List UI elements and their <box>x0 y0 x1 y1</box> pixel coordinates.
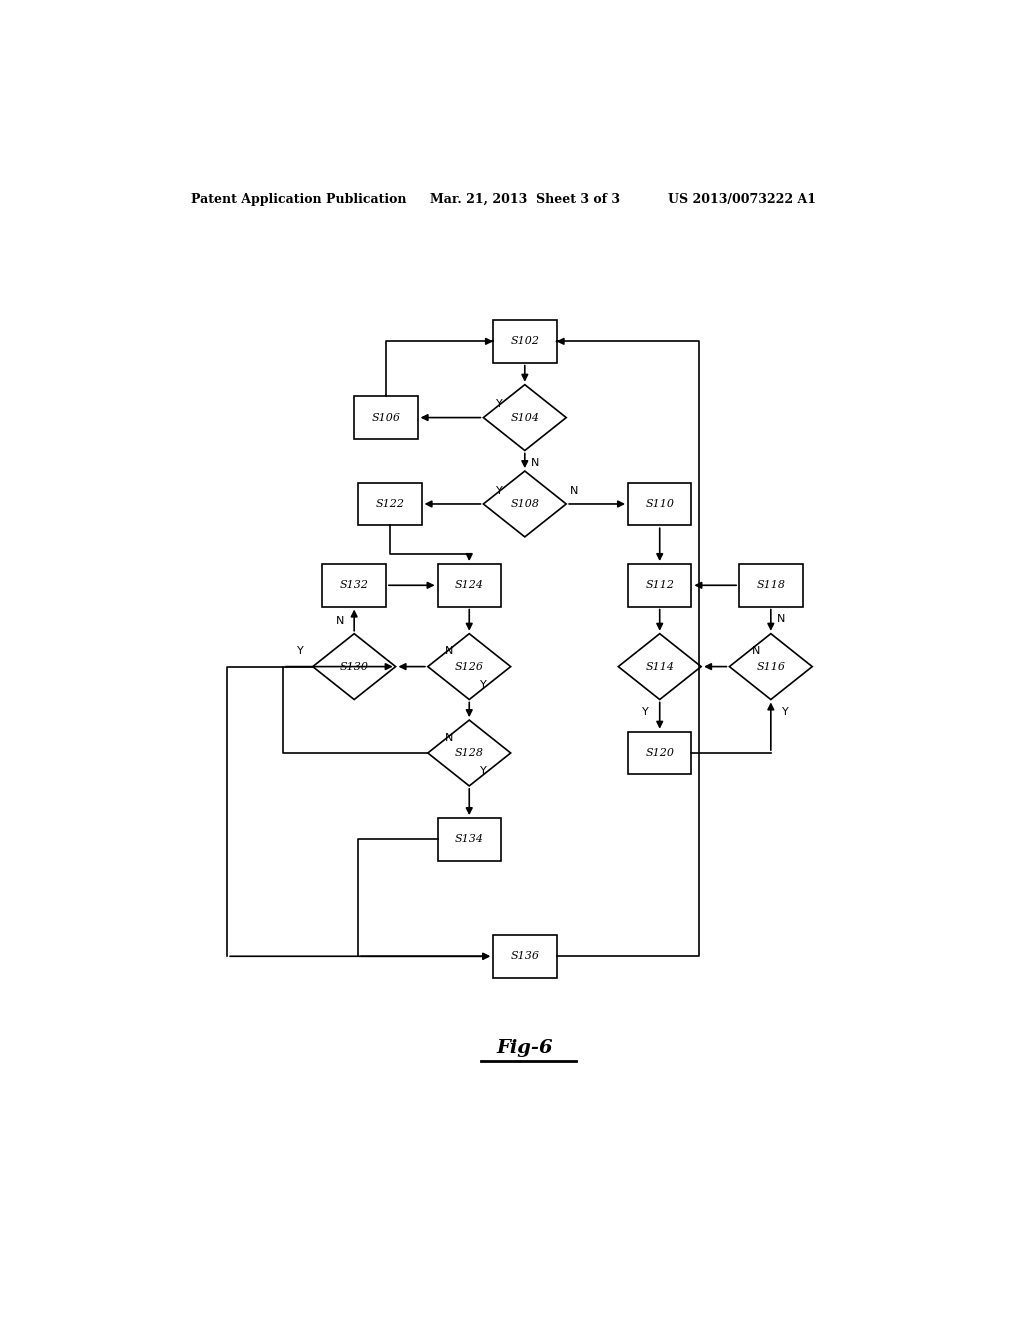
Text: Patent Application Publication: Patent Application Publication <box>191 193 407 206</box>
Text: S132: S132 <box>340 581 369 590</box>
Text: S112: S112 <box>645 581 674 590</box>
Text: S122: S122 <box>376 499 404 510</box>
FancyBboxPatch shape <box>358 483 422 525</box>
Text: S102: S102 <box>510 337 540 346</box>
Text: S106: S106 <box>372 413 400 422</box>
Text: S104: S104 <box>510 413 540 422</box>
Text: S110: S110 <box>645 499 674 510</box>
Polygon shape <box>729 634 812 700</box>
FancyBboxPatch shape <box>628 483 691 525</box>
Polygon shape <box>428 721 511 785</box>
Text: S128: S128 <box>455 748 483 758</box>
FancyBboxPatch shape <box>628 564 691 607</box>
Text: S108: S108 <box>510 499 540 510</box>
Text: Mar. 21, 2013  Sheet 3 of 3: Mar. 21, 2013 Sheet 3 of 3 <box>430 193 620 206</box>
Text: N: N <box>336 616 344 627</box>
FancyBboxPatch shape <box>739 564 803 607</box>
Text: US 2013/0073222 A1: US 2013/0073222 A1 <box>668 193 816 206</box>
FancyBboxPatch shape <box>628 731 691 775</box>
Text: S136: S136 <box>510 952 540 961</box>
Text: N: N <box>570 486 579 496</box>
FancyBboxPatch shape <box>437 564 501 607</box>
Polygon shape <box>483 471 566 537</box>
Text: S120: S120 <box>645 748 674 758</box>
Text: Y: Y <box>496 486 503 496</box>
Text: S124: S124 <box>455 581 483 590</box>
Text: S114: S114 <box>645 661 674 672</box>
Text: N: N <box>530 458 540 467</box>
Text: Y: Y <box>297 647 304 656</box>
FancyBboxPatch shape <box>437 818 501 861</box>
Text: N: N <box>445 733 454 743</box>
FancyBboxPatch shape <box>494 935 557 978</box>
Text: Y: Y <box>480 767 486 776</box>
Text: Y: Y <box>642 706 649 717</box>
FancyBboxPatch shape <box>323 564 386 607</box>
Text: N: N <box>445 647 454 656</box>
Polygon shape <box>483 384 566 450</box>
Polygon shape <box>312 634 395 700</box>
Text: S130: S130 <box>340 661 369 672</box>
Text: Y: Y <box>496 400 503 409</box>
Text: N: N <box>753 647 761 656</box>
Text: S118: S118 <box>757 581 785 590</box>
FancyBboxPatch shape <box>494 319 557 363</box>
Text: S134: S134 <box>455 834 483 845</box>
Text: Y: Y <box>480 680 486 690</box>
Text: Y: Y <box>781 706 788 717</box>
Text: S126: S126 <box>455 661 483 672</box>
FancyBboxPatch shape <box>354 396 418 440</box>
Text: S116: S116 <box>757 661 785 672</box>
Polygon shape <box>618 634 701 700</box>
Text: N: N <box>777 614 785 624</box>
Text: Fig-6: Fig-6 <box>497 1039 553 1057</box>
Polygon shape <box>428 634 511 700</box>
